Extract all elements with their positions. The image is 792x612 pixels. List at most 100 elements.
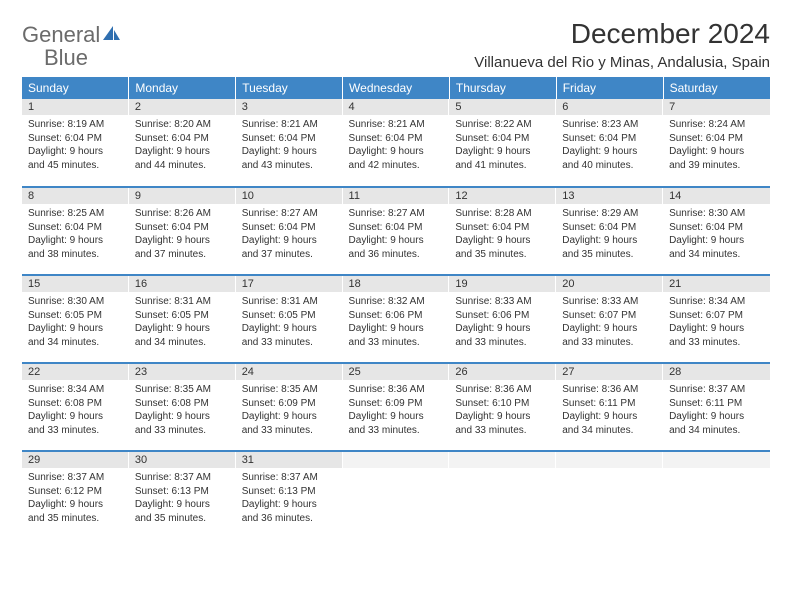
day-d2: and 33 minutes. (135, 424, 230, 438)
day-d1: Daylight: 9 hours (349, 322, 444, 336)
day-sr: Sunrise: 8:34 AM (669, 295, 764, 309)
day-details: Sunrise: 8:20 AMSunset: 6:04 PMDaylight:… (129, 115, 236, 178)
calendar-day-cell: 27Sunrise: 8:36 AMSunset: 6:11 PMDayligh… (556, 363, 663, 451)
day-d2: and 37 minutes. (242, 248, 337, 262)
day-sr: Sunrise: 8:34 AM (28, 383, 123, 397)
brand-logo: General Blue (22, 24, 121, 70)
day-sr: Sunrise: 8:35 AM (135, 383, 230, 397)
day-d2: and 33 minutes. (349, 424, 444, 438)
day-sr: Sunrise: 8:26 AM (135, 207, 230, 221)
day-details: Sunrise: 8:37 AMSunset: 6:11 PMDaylight:… (663, 380, 770, 443)
day-ss: Sunset: 6:06 PM (455, 309, 550, 323)
calendar-day-cell: 28Sunrise: 8:37 AMSunset: 6:11 PMDayligh… (663, 363, 770, 451)
day-sr: Sunrise: 8:36 AM (562, 383, 657, 397)
day-details: Sunrise: 8:25 AMSunset: 6:04 PMDaylight:… (22, 204, 129, 267)
day-number: 12 (449, 188, 556, 204)
day-number: 11 (343, 188, 450, 204)
day-number-empty (343, 452, 450, 468)
day-d2: and 33 minutes. (669, 336, 764, 350)
day-ss: Sunset: 6:04 PM (455, 221, 550, 235)
day-number: 22 (22, 364, 129, 380)
day-d1: Daylight: 9 hours (28, 410, 123, 424)
day-ss: Sunset: 6:04 PM (669, 221, 764, 235)
location-text: Villanueva del Rio y Minas, Andalusia, S… (474, 54, 770, 71)
day-ss: Sunset: 6:05 PM (135, 309, 230, 323)
day-d1: Daylight: 9 hours (242, 234, 337, 248)
calendar-day-cell: 11Sunrise: 8:27 AMSunset: 6:04 PMDayligh… (343, 187, 450, 275)
calendar-day-cell: 12Sunrise: 8:28 AMSunset: 6:04 PMDayligh… (449, 187, 556, 275)
calendar-week-row: 22Sunrise: 8:34 AMSunset: 6:08 PMDayligh… (22, 363, 770, 451)
calendar-week-row: 8Sunrise: 8:25 AMSunset: 6:04 PMDaylight… (22, 187, 770, 275)
calendar-day-cell: 14Sunrise: 8:30 AMSunset: 6:04 PMDayligh… (663, 187, 770, 275)
day-ss: Sunset: 6:09 PM (349, 397, 444, 411)
day-d2: and 33 minutes. (242, 336, 337, 350)
day-details: Sunrise: 8:37 AMSunset: 6:13 PMDaylight:… (236, 468, 343, 531)
brand-word1: General (22, 22, 100, 47)
day-d2: and 35 minutes. (455, 248, 550, 262)
day-d2: and 38 minutes. (28, 248, 123, 262)
calendar-day-cell: 18Sunrise: 8:32 AMSunset: 6:06 PMDayligh… (343, 275, 450, 363)
day-d2: and 44 minutes. (135, 159, 230, 173)
calendar-day-cell: 10Sunrise: 8:27 AMSunset: 6:04 PMDayligh… (236, 187, 343, 275)
day-ss: Sunset: 6:11 PM (562, 397, 657, 411)
day-header: Wednesday (343, 77, 450, 99)
day-d1: Daylight: 9 hours (242, 322, 337, 336)
day-d2: and 33 minutes. (28, 424, 123, 438)
calendar-day-cell: 25Sunrise: 8:36 AMSunset: 6:09 PMDayligh… (343, 363, 450, 451)
day-details: Sunrise: 8:37 AMSunset: 6:13 PMDaylight:… (129, 468, 236, 531)
day-sr: Sunrise: 8:25 AM (28, 207, 123, 221)
day-d2: and 34 minutes. (669, 248, 764, 262)
day-number: 1 (22, 99, 129, 115)
day-d1: Daylight: 9 hours (455, 322, 550, 336)
day-number: 14 (663, 188, 770, 204)
calendar-day-cell: 4Sunrise: 8:21 AMSunset: 6:04 PMDaylight… (343, 99, 450, 187)
calendar-day-cell (449, 451, 556, 539)
day-sr: Sunrise: 8:29 AM (562, 207, 657, 221)
day-ss: Sunset: 6:13 PM (135, 485, 230, 499)
day-ss: Sunset: 6:04 PM (135, 221, 230, 235)
day-sr: Sunrise: 8:30 AM (28, 295, 123, 309)
day-header: Tuesday (236, 77, 343, 99)
day-number: 17 (236, 276, 343, 292)
day-ss: Sunset: 6:04 PM (669, 132, 764, 146)
day-ss: Sunset: 6:12 PM (28, 485, 123, 499)
calendar-day-cell: 24Sunrise: 8:35 AMSunset: 6:09 PMDayligh… (236, 363, 343, 451)
calendar-day-cell: 1Sunrise: 8:19 AMSunset: 6:04 PMDaylight… (22, 99, 129, 187)
day-d1: Daylight: 9 hours (135, 410, 230, 424)
day-ss: Sunset: 6:04 PM (349, 221, 444, 235)
calendar-day-cell: 31Sunrise: 8:37 AMSunset: 6:13 PMDayligh… (236, 451, 343, 539)
day-ss: Sunset: 6:13 PM (242, 485, 337, 499)
day-sr: Sunrise: 8:23 AM (562, 118, 657, 132)
day-sr: Sunrise: 8:31 AM (242, 295, 337, 309)
day-d2: and 33 minutes. (562, 336, 657, 350)
day-details: Sunrise: 8:34 AMSunset: 6:07 PMDaylight:… (663, 292, 770, 355)
day-ss: Sunset: 6:04 PM (242, 132, 337, 146)
calendar-day-cell: 23Sunrise: 8:35 AMSunset: 6:08 PMDayligh… (129, 363, 236, 451)
calendar-day-cell: 15Sunrise: 8:30 AMSunset: 6:05 PMDayligh… (22, 275, 129, 363)
day-d1: Daylight: 9 hours (669, 234, 764, 248)
day-d1: Daylight: 9 hours (562, 145, 657, 159)
calendar-day-cell: 2Sunrise: 8:20 AMSunset: 6:04 PMDaylight… (129, 99, 236, 187)
day-d2: and 33 minutes. (455, 424, 550, 438)
day-number: 4 (343, 99, 450, 115)
day-d1: Daylight: 9 hours (135, 498, 230, 512)
calendar-day-cell (663, 451, 770, 539)
day-d1: Daylight: 9 hours (455, 234, 550, 248)
day-ss: Sunset: 6:04 PM (28, 221, 123, 235)
day-d2: and 42 minutes. (349, 159, 444, 173)
day-sr: Sunrise: 8:36 AM (349, 383, 444, 397)
day-number-empty (449, 452, 556, 468)
day-d1: Daylight: 9 hours (349, 234, 444, 248)
day-header-row: Sunday Monday Tuesday Wednesday Thursday… (22, 77, 770, 99)
day-details: Sunrise: 8:33 AMSunset: 6:06 PMDaylight:… (449, 292, 556, 355)
day-sr: Sunrise: 8:27 AM (242, 207, 337, 221)
day-sr: Sunrise: 8:33 AM (562, 295, 657, 309)
day-number: 24 (236, 364, 343, 380)
day-sr: Sunrise: 8:37 AM (242, 471, 337, 485)
calendar-week-row: 1Sunrise: 8:19 AMSunset: 6:04 PMDaylight… (22, 99, 770, 187)
day-number-empty (663, 452, 770, 468)
day-sr: Sunrise: 8:37 AM (28, 471, 123, 485)
day-details: Sunrise: 8:26 AMSunset: 6:04 PMDaylight:… (129, 204, 236, 267)
day-details: Sunrise: 8:36 AMSunset: 6:11 PMDaylight:… (556, 380, 663, 443)
day-sr: Sunrise: 8:32 AM (349, 295, 444, 309)
